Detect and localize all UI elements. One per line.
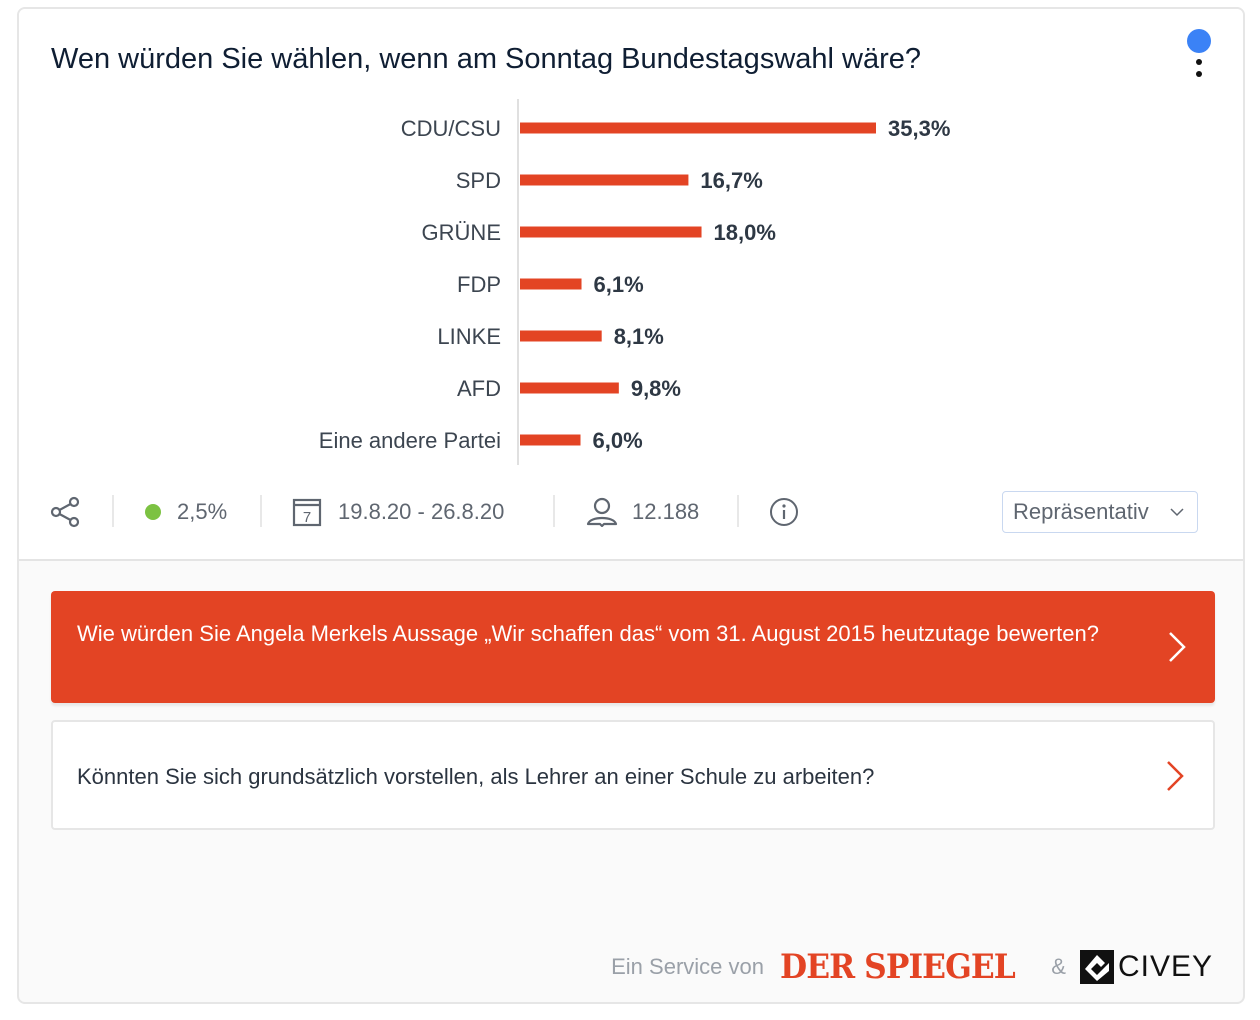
divider [553,495,555,527]
info-button[interactable] [769,489,799,535]
question-text: Wie würden Sie Angela Merkels Aussage „W… [77,621,1099,646]
chevron-right-icon [1167,761,1184,791]
category-label: CDU/CSU [401,116,501,141]
user-icon [586,497,618,527]
category-label: AFD [457,376,501,401]
category-label: FDP [457,272,501,297]
category-label: LINKE [437,324,501,349]
bar [520,226,702,238]
status-dot-icon [145,504,161,520]
info-icon [770,498,798,526]
civey-logo[interactable]: CIVEY [1079,950,1213,984]
value-label: 6,0% [593,428,643,453]
error-margin-value: 2,5% [177,499,228,524]
spiegel-logo[interactable]: DER SPIEGEL [779,947,1016,987]
value-label: 18,0% [714,220,776,245]
chevron-right-icon [1169,632,1186,662]
notification-dot-icon [1187,29,1211,53]
respondents-value: 12.188 [632,499,700,524]
more-vertical-icon [1196,59,1202,65]
bar [520,174,689,186]
value-label: 16,7% [700,168,762,193]
more-menu-button[interactable] [1187,29,1213,79]
service-label: Ein Service von [611,954,764,979]
value-label: 9,8% [631,376,681,401]
sample-select[interactable]: Repräsentativ [1002,491,1198,533]
civey-wordmark: CIVEY [1117,950,1213,983]
ampersand: & [1051,954,1066,979]
value-label: 8,1% [614,324,664,349]
poll-meta-bar: 2,5% 7 19.8.20 - 26.8.20 12.188 [19,489,1243,535]
divider [260,495,262,527]
category-label: SPD [456,168,501,193]
bar [520,434,581,446]
value-label: 6,1% [594,272,644,297]
civey-logo-icon [1079,950,1114,984]
footer-credits: Ein Service von DER SPIEGEL & CIVEY [611,945,1213,989]
poll-result-panel: Wen würden Sie wählen, wenn am Sonntag B… [19,9,1243,561]
chevron-down-icon [1170,508,1184,517]
divider [737,495,739,527]
more-vertical-icon-dot [1196,71,1202,77]
category-label: GRÜNE [422,220,501,245]
date-range: 7 19.8.20 - 26.8.20 [292,489,504,535]
svg-text:7: 7 [303,509,311,526]
poll-widget: Wen würden Sie wählen, wenn am Sonntag B… [17,7,1245,1004]
question-link-merkel[interactable]: Wie würden Sie Angela Merkels Aussage „W… [51,591,1215,703]
date-range-value: 19.8.20 - 26.8.20 [338,499,505,524]
error-margin: 2,5% [145,489,227,535]
question-text: Könnten Sie sich grundsätzlich vorstelle… [77,764,875,789]
value-label: 35,3% [888,116,950,141]
bar [520,330,602,342]
share-icon [50,496,80,528]
category-label: Eine andere Partei [319,428,501,453]
bar [520,278,582,290]
respondents: 12.188 [586,489,699,535]
sample-select-value: Repräsentativ [1013,499,1149,524]
bar [520,122,876,134]
share-button[interactable] [49,489,81,535]
poll-title: Wen würden Sie wählen, wenn am Sonntag B… [51,43,921,75]
bar [520,382,619,394]
bar-chart: CDU/CSU 35,3% SPD 16,7% GRÜNE 18,0% FDP 6,1% LIN… [319,99,950,465]
divider [112,495,114,527]
question-link-lehrer[interactable]: Könnten Sie sich grundsätzlich vorstelle… [51,720,1215,830]
calendar-icon: 7 [292,498,322,527]
